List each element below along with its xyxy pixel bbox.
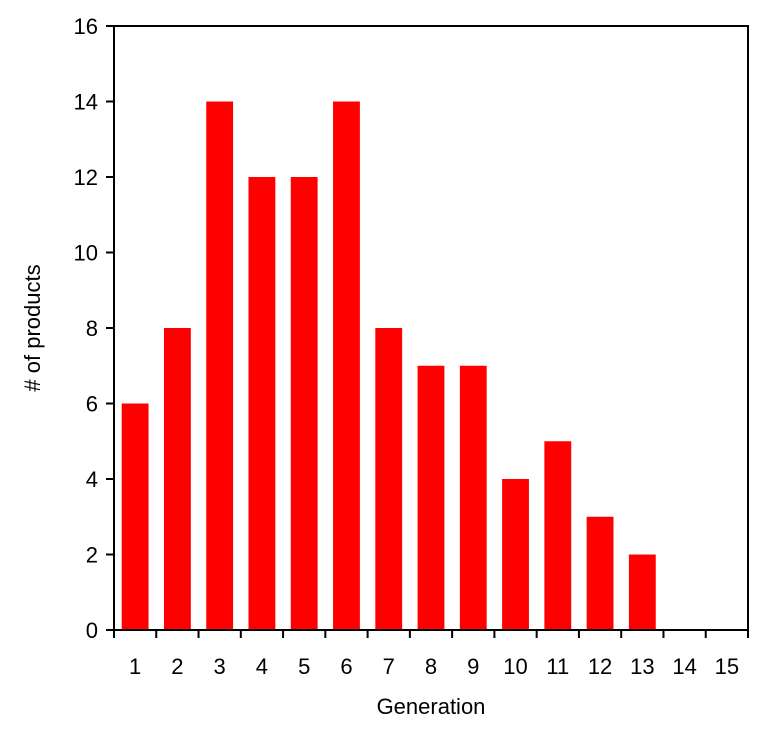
y-tick-label: 2 xyxy=(86,543,98,568)
bar-gen-9 xyxy=(459,365,487,630)
plot-frame xyxy=(113,25,749,631)
x-tick-label: 10 xyxy=(503,654,527,679)
x-tick-label: 9 xyxy=(467,654,479,679)
x-tick-label: 14 xyxy=(672,654,696,679)
x-tick-label: 12 xyxy=(588,654,612,679)
y-tick-label: 14 xyxy=(74,90,98,115)
y-tick-label: 6 xyxy=(86,392,98,417)
bar-gen-7 xyxy=(375,328,403,630)
x-tick-label: 2 xyxy=(171,654,183,679)
bar-gen-13 xyxy=(628,554,656,630)
x-axis-title: Generation xyxy=(377,694,486,719)
bar-gen-11 xyxy=(544,441,572,630)
bar-gen-5 xyxy=(290,177,318,630)
bars-layer xyxy=(121,101,656,630)
x-tick-label: 5 xyxy=(298,654,310,679)
y-axis-title: # of products xyxy=(20,264,45,391)
x-tick-label: 7 xyxy=(383,654,395,679)
x-tick-label: 13 xyxy=(630,654,654,679)
bar-gen-3 xyxy=(206,101,234,630)
bar-gen-8 xyxy=(417,365,445,630)
bar-gen-4 xyxy=(248,177,276,630)
y-tick-label: 10 xyxy=(74,241,98,266)
bar-gen-1 xyxy=(121,403,149,630)
x-tick-label: 4 xyxy=(256,654,268,679)
x-tick-label: 11 xyxy=(546,654,569,679)
x-tick-label: 1 xyxy=(129,654,141,679)
x-tick-label: 15 xyxy=(715,654,739,679)
y-tick-label: 16 xyxy=(74,14,98,39)
y-tick-label: 8 xyxy=(86,316,98,341)
x-tick-label: 6 xyxy=(340,654,352,679)
y-tick-label: 0 xyxy=(86,618,98,643)
x-tick-label: 3 xyxy=(214,654,226,679)
x-tick-label: 8 xyxy=(425,654,437,679)
bar-gen-6 xyxy=(333,101,360,630)
y-tick-label: 12 xyxy=(74,165,98,190)
bar-gen-2 xyxy=(163,328,191,630)
bar-gen-12 xyxy=(586,516,614,630)
ticks-layer xyxy=(106,25,749,638)
y-tick-label: 4 xyxy=(86,467,98,492)
bar-gen-10 xyxy=(502,479,529,630)
